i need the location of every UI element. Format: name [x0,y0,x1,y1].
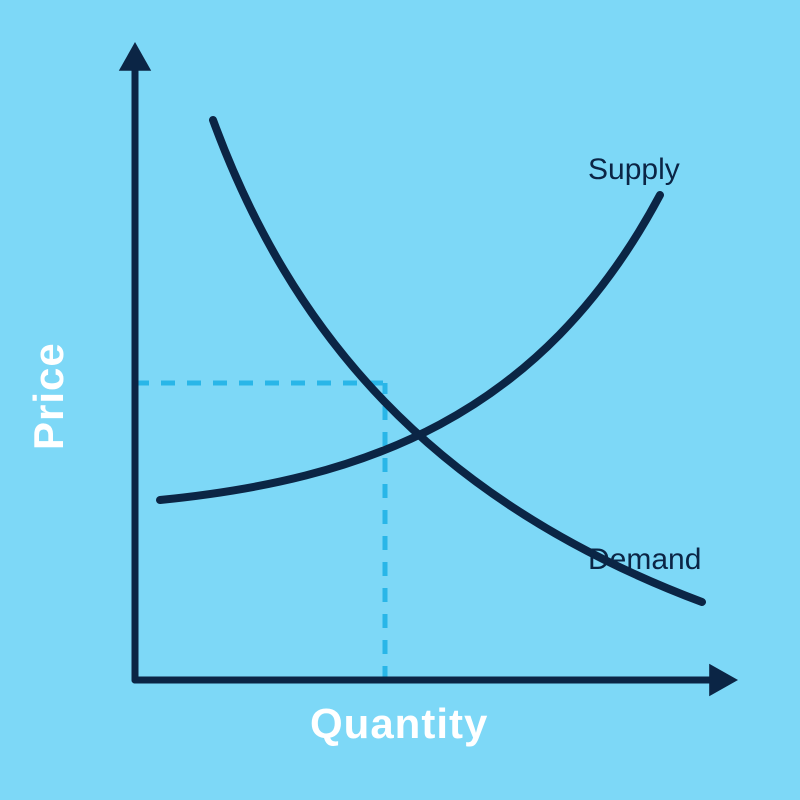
y-axis-label: Price [25,342,73,450]
supply-label: Supply [588,153,680,187]
supply-demand-diagram: Quantity Price Supply Demand [0,0,800,800]
x-axis-label: Quantity [310,700,488,748]
demand-label: Demand [588,543,701,577]
chart-svg [0,0,800,800]
